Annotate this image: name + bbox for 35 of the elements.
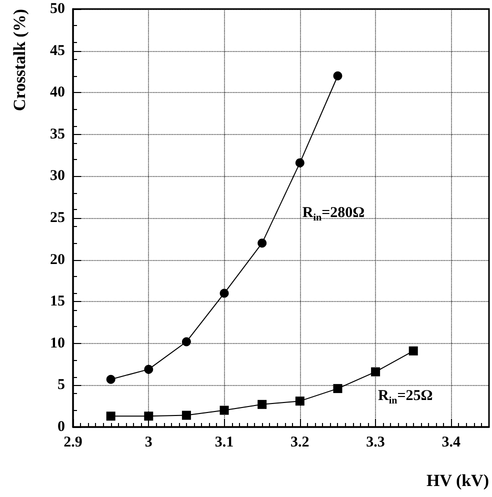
point — [106, 412, 116, 421]
point — [182, 410, 191, 420]
x-tick-label: 3.1 — [214, 434, 234, 450]
y-tick-label: 25 — [50, 210, 65, 226]
y-tick-label: 35 — [50, 126, 65, 142]
point — [220, 406, 229, 415]
y-axis-title: Crosstalk (%) — [10, 9, 29, 112]
point — [295, 396, 304, 406]
y-tick-label: 50 — [50, 1, 65, 17]
y-tick-label: 30 — [50, 168, 65, 184]
point — [333, 384, 342, 394]
y-tick-label: 20 — [50, 252, 65, 268]
y-tick-label: 10 — [50, 335, 65, 352]
x-tick-label: 3.4 — [442, 434, 462, 450]
x-tick-label: 2.9 — [64, 434, 82, 450]
y-tick-label: 45 — [50, 42, 65, 59]
point — [295, 158, 304, 168]
point — [333, 71, 342, 80]
x-tick-label: 3.3 — [366, 434, 385, 450]
point — [408, 346, 418, 356]
point — [220, 288, 229, 298]
y-tick-label: 0 — [58, 419, 65, 435]
point — [144, 412, 154, 421]
x-axis-title: HV (kV) — [426, 471, 489, 490]
point — [144, 364, 154, 374]
y-tick-label: 15 — [50, 294, 65, 310]
y-tick-label: 40 — [50, 84, 65, 101]
point — [258, 400, 267, 409]
point — [258, 238, 267, 248]
x-tick-label: 3.2 — [290, 434, 310, 450]
x-tick-label: 3 — [144, 434, 152, 450]
point — [106, 374, 116, 384]
point — [371, 367, 380, 376]
point — [182, 337, 191, 346]
y-tick-label: 5 — [58, 377, 65, 394]
